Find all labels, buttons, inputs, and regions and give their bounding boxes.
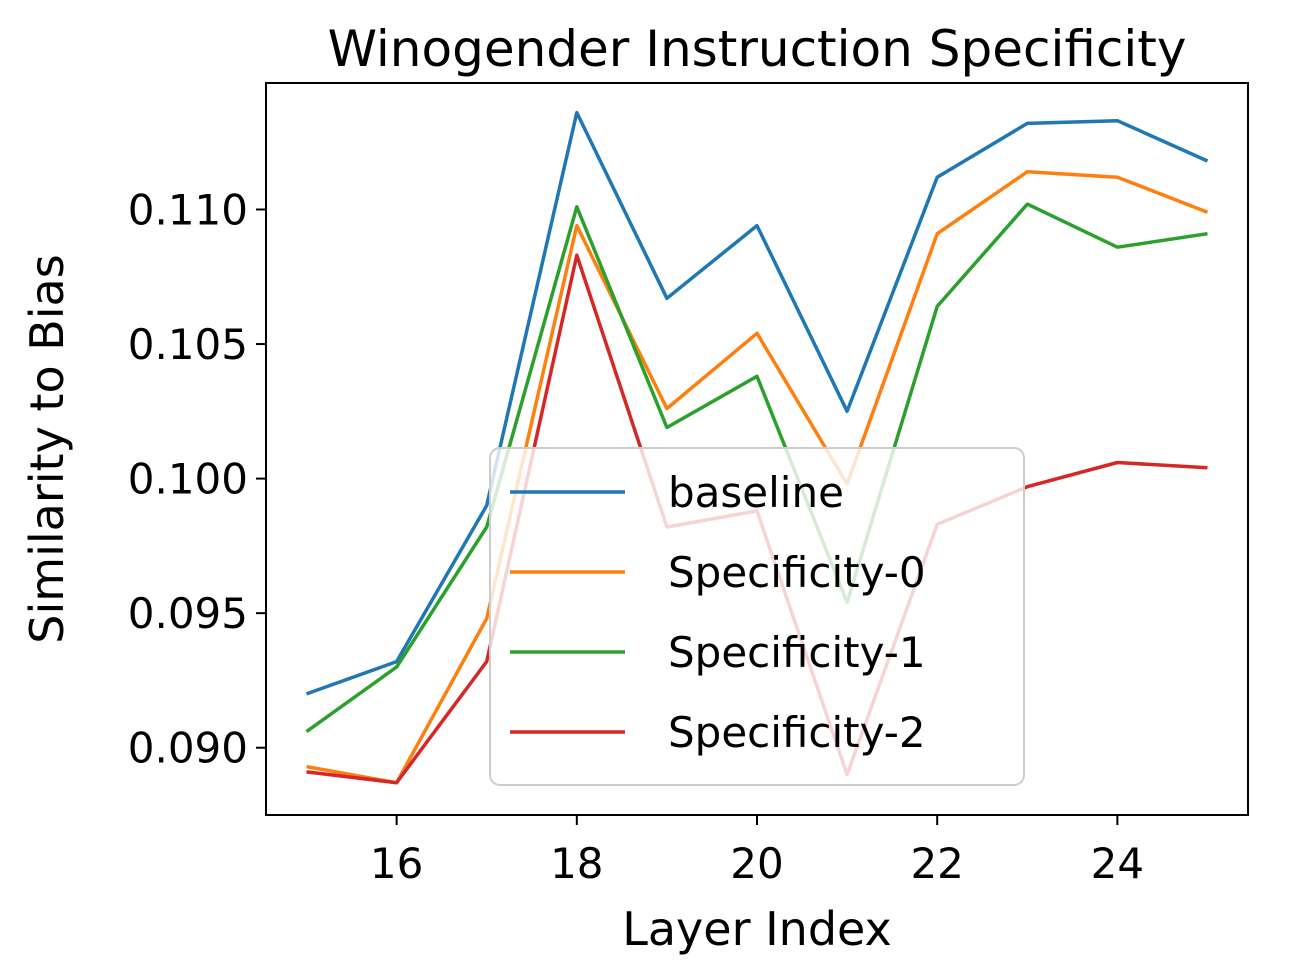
series-line-specificity-0 xyxy=(306,170,1209,785)
y-tick-label: 0.095 xyxy=(128,589,248,638)
legend-label: Specificity-2 xyxy=(668,708,926,757)
series-line-specificity-1 xyxy=(305,202,1208,734)
legend-label: baseline xyxy=(668,468,844,517)
y-tick-label: 0.110 xyxy=(128,185,248,234)
x-axis: 16 18 20 22 24 xyxy=(370,815,1144,888)
y-axis: 0.090 0.095 0.100 0.105 0.110 xyxy=(128,185,266,773)
legend: baseline Specificity-0 Specificity-1 Specif… xyxy=(489,447,1025,786)
x-tick-label: 20 xyxy=(730,839,783,888)
legend-label: Specificity-0 xyxy=(668,548,926,597)
legend-box xyxy=(489,447,1025,786)
y-tick-label: 0.100 xyxy=(128,455,248,504)
x-tick-label: 24 xyxy=(1091,839,1144,888)
x-axis-label: Layer Index xyxy=(622,902,892,956)
x-tick-label: 16 xyxy=(370,839,423,888)
y-axis-label: Similarity to Bias xyxy=(20,254,74,643)
y-tick-label: 0.090 xyxy=(128,724,248,773)
y-tick-label: 0.105 xyxy=(128,320,248,369)
legend-label: Specificity-1 xyxy=(668,628,926,677)
series-line-baseline xyxy=(305,110,1209,696)
chart-title: Winogender Instruction Specificity xyxy=(328,20,1187,78)
x-tick-label: 18 xyxy=(550,839,603,888)
x-tick-label: 22 xyxy=(910,839,963,888)
